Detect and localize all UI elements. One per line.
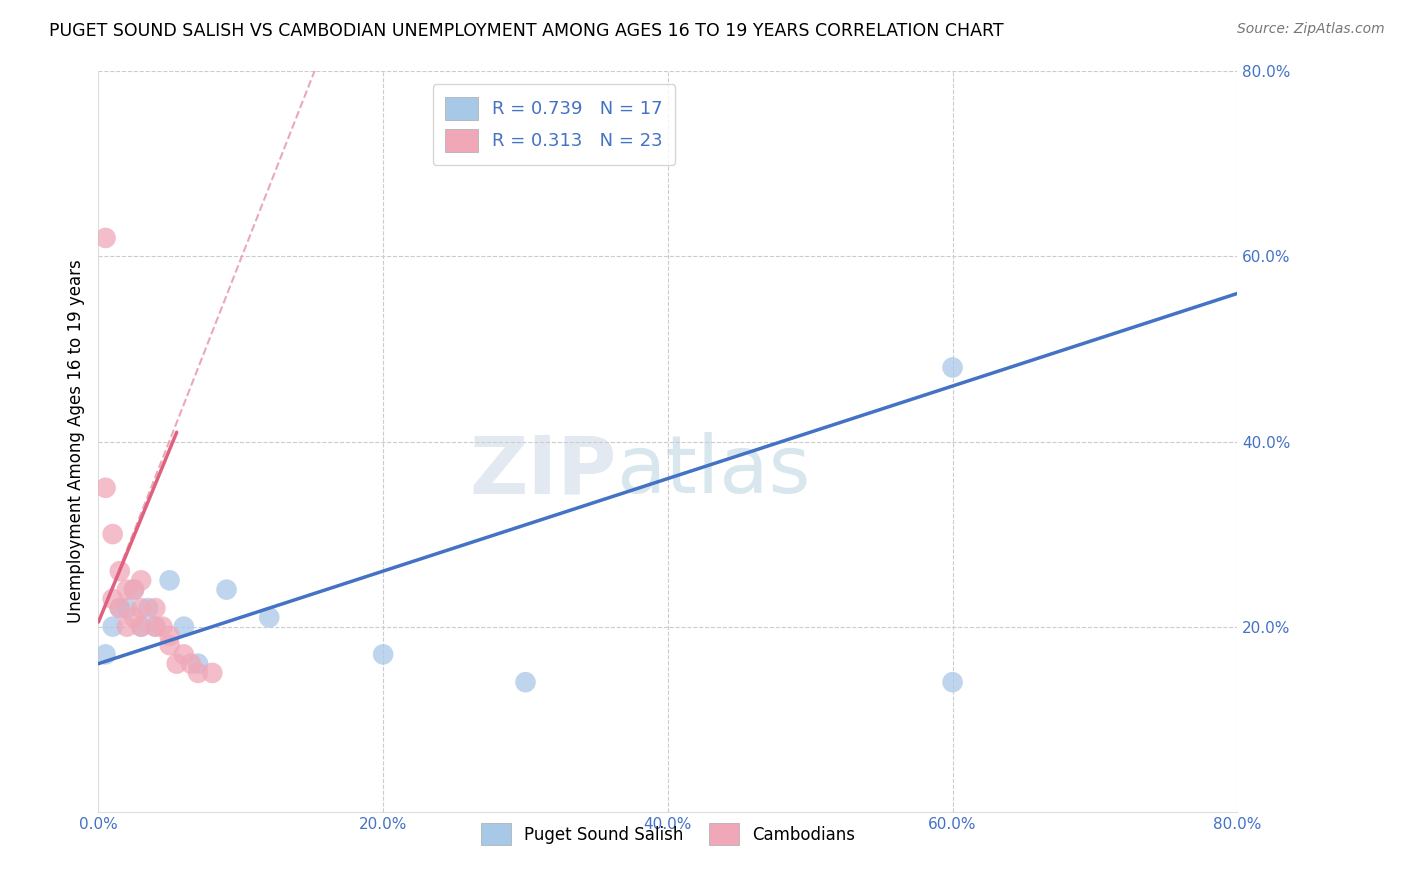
Point bbox=[136, 601, 159, 615]
Point bbox=[94, 481, 117, 495]
Point bbox=[108, 601, 131, 615]
Point bbox=[122, 610, 145, 624]
Point bbox=[145, 601, 167, 615]
Point bbox=[259, 610, 281, 624]
Point bbox=[108, 601, 131, 615]
Point bbox=[159, 629, 181, 643]
Point bbox=[942, 675, 965, 690]
Point bbox=[187, 665, 209, 680]
Text: ZIP: ZIP bbox=[470, 432, 617, 510]
Point bbox=[101, 527, 124, 541]
Point bbox=[115, 601, 138, 615]
Point bbox=[145, 619, 167, 633]
Point bbox=[187, 657, 209, 671]
Point bbox=[129, 574, 152, 588]
Text: atlas: atlas bbox=[617, 432, 811, 510]
Point bbox=[201, 665, 224, 680]
Point bbox=[173, 619, 195, 633]
Point bbox=[173, 648, 195, 662]
Point bbox=[115, 582, 138, 597]
Y-axis label: Unemployment Among Ages 16 to 19 years: Unemployment Among Ages 16 to 19 years bbox=[66, 260, 84, 624]
Point bbox=[115, 619, 138, 633]
Point bbox=[101, 619, 124, 633]
Point bbox=[145, 619, 167, 633]
Point bbox=[373, 648, 395, 662]
Point bbox=[101, 591, 124, 606]
Point bbox=[129, 619, 152, 633]
Point bbox=[108, 564, 131, 578]
Point bbox=[94, 648, 117, 662]
Point bbox=[122, 582, 145, 597]
Text: PUGET SOUND SALISH VS CAMBODIAN UNEMPLOYMENT AMONG AGES 16 TO 19 YEARS CORRELATI: PUGET SOUND SALISH VS CAMBODIAN UNEMPLOY… bbox=[49, 22, 1004, 40]
Point bbox=[129, 601, 152, 615]
Text: Source: ZipAtlas.com: Source: ZipAtlas.com bbox=[1237, 22, 1385, 37]
Point bbox=[94, 231, 117, 245]
Point bbox=[152, 619, 174, 633]
Point bbox=[129, 619, 152, 633]
Point bbox=[942, 360, 965, 375]
Point bbox=[159, 638, 181, 652]
Legend: Puget Sound Salish, Cambodians: Puget Sound Salish, Cambodians bbox=[474, 817, 862, 852]
Point bbox=[180, 657, 202, 671]
Point bbox=[159, 574, 181, 588]
Point bbox=[122, 582, 145, 597]
Point bbox=[515, 675, 537, 690]
Point bbox=[166, 657, 188, 671]
Point bbox=[215, 582, 238, 597]
